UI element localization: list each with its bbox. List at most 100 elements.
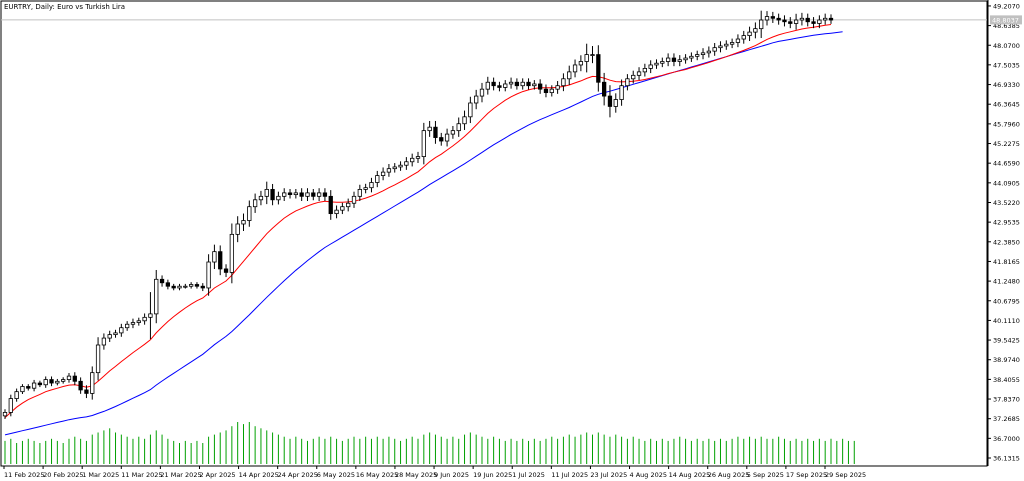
candle-body: [183, 285, 188, 288]
candle-body: [26, 386, 31, 389]
candle-body: [264, 189, 269, 197]
candle-body: [631, 74, 636, 80]
candle-body: [788, 21, 793, 24]
candle-body: [724, 43, 729, 47]
candle-body: [235, 223, 240, 235]
candle-body: [468, 102, 473, 118]
candle-body: [793, 19, 799, 24]
candle-body: [514, 81, 520, 87]
candle-body: [747, 31, 752, 36]
candle-body: [346, 202, 351, 208]
candle-body: [282, 192, 287, 197]
plot-frame: [0, 0, 988, 467]
candle-body: [671, 57, 677, 62]
candle-body: [380, 171, 386, 176]
candle-body: [817, 19, 822, 24]
candle-body: [625, 78, 630, 87]
y-tick-label: 46.3645: [993, 101, 1020, 109]
candle-body: [654, 62, 659, 66]
candle-body: [479, 88, 485, 97]
y-tick-label: 36.1315: [993, 454, 1020, 462]
candle-body: [584, 54, 589, 62]
x-tick-label: 14 Aug 2025: [669, 471, 711, 479]
x-tick-label: 9 Jun 2025: [434, 471, 469, 479]
candle-body: [619, 85, 624, 100]
candle-body: [474, 95, 479, 104]
candle-body: [532, 83, 537, 87]
y-tick-label: 37.2685: [993, 415, 1020, 423]
y-tick-label: 49.2070: [993, 2, 1020, 10]
x-tick-label: 28 May 2025: [395, 471, 437, 479]
x-tick-label: 1 Jul 2025: [512, 471, 545, 479]
candle-body: [538, 83, 543, 90]
y-tick-label: 45.2275: [993, 140, 1020, 148]
candle-body: [8, 398, 13, 413]
candle-body: [578, 61, 584, 66]
current-price-badge: [990, 15, 1022, 25]
candle-body: [706, 50, 711, 54]
candle-body: [642, 68, 648, 73]
candle-body: [322, 192, 328, 197]
y-tick-label: 38.4055: [993, 376, 1020, 384]
x-tick-label: 24 Apr 2025: [278, 471, 318, 479]
candle-body: [823, 17, 828, 21]
y-tick-label: 44.0905: [993, 179, 1020, 187]
candle-body: [84, 389, 89, 394]
candle-body: [171, 285, 176, 289]
candle-body: [177, 285, 182, 289]
x-tick-label: 20 Feb 2025: [43, 471, 83, 479]
candle-body: [677, 59, 682, 62]
candle-body: [596, 54, 601, 83]
candle-body: [200, 285, 205, 289]
candle-body: [351, 195, 357, 204]
y-tick-label: 42.3850: [993, 238, 1020, 246]
candle-body: [37, 382, 43, 386]
candle-body: [229, 233, 235, 273]
candle-body: [456, 123, 461, 132]
candle-body: [741, 35, 746, 40]
candle-body: [20, 386, 25, 393]
candle-body: [421, 130, 426, 157]
candle-body: [334, 209, 339, 215]
candle-body: [49, 379, 54, 384]
fast-moving-average-line: [4, 24, 832, 418]
candle-body: [398, 164, 403, 168]
candle-body: [125, 323, 130, 329]
candle-body: [55, 380, 60, 384]
x-tick-label: 19 Jun 2025: [473, 471, 512, 479]
candle-body: [718, 45, 723, 49]
candle-body: [660, 61, 665, 64]
candle-body: [439, 137, 444, 142]
candle-body: [712, 47, 717, 52]
candle-body: [404, 161, 409, 166]
candle-body: [305, 192, 310, 197]
candle-body: [340, 206, 345, 211]
candle-body: [241, 220, 246, 225]
candle-body: [799, 17, 805, 21]
candle-body: [386, 168, 392, 173]
candle-body: [433, 126, 438, 138]
candle-body: [497, 85, 502, 88]
candle-body: [828, 17, 834, 21]
candle-body: [299, 192, 304, 197]
candle-body: [607, 95, 613, 107]
candle-body: [188, 284, 194, 287]
candle-body: [78, 380, 83, 391]
candle-body: [590, 54, 595, 56]
candle-body: [811, 21, 816, 24]
slow-moving-average-line: [4, 31, 843, 436]
candle-body: [90, 372, 95, 394]
candle-body: [636, 71, 642, 76]
candle-body: [369, 182, 374, 189]
x-tick-label: 21 Mar 2025: [160, 471, 201, 479]
candle-body: [759, 19, 764, 30]
candle-body: [549, 88, 554, 94]
candle-body: [165, 282, 171, 287]
candle-body: [695, 54, 700, 57]
candle-body: [648, 64, 653, 69]
x-tick-label: 4 Aug 2025: [630, 471, 668, 479]
candle-body: [148, 313, 153, 318]
y-tick-label: 40.6795: [993, 297, 1020, 305]
